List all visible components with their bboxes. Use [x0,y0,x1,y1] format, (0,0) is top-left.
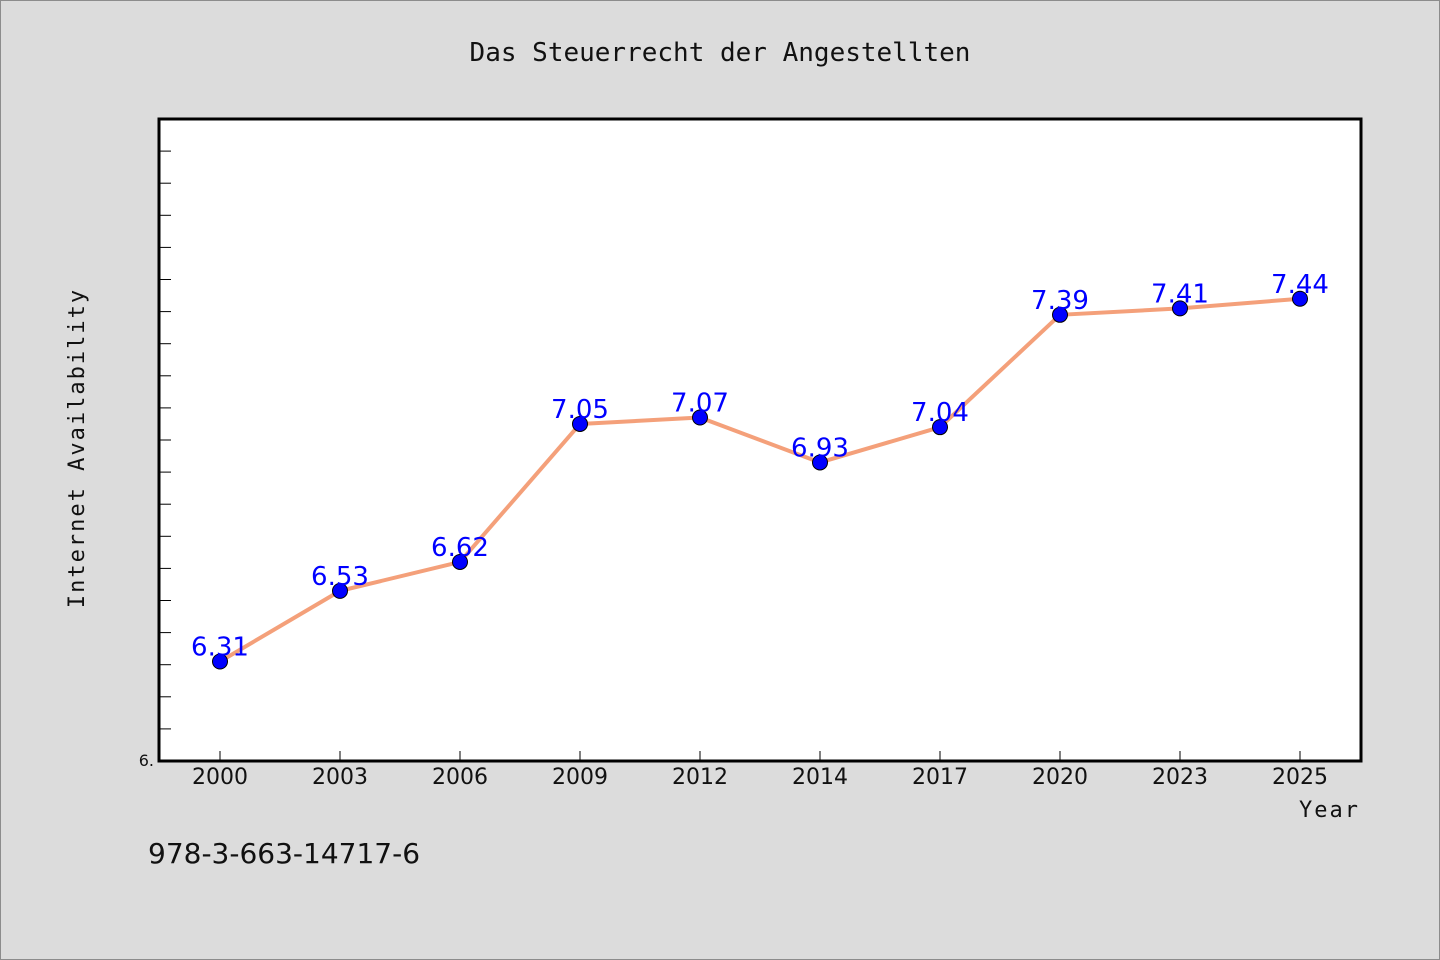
data-label: 7.41 [1151,279,1209,309]
x-tick-label: 2017 [912,765,968,790]
data-label: 7.07 [671,389,729,419]
chart-title: Das Steuerrecht der Angestellten [470,38,971,68]
data-label: 7.04 [911,398,969,428]
x-tick-label: 2020 [1032,765,1088,790]
series-line-group: 6.31 6.53 6.62 7.05 7.07 6.93 7.04 7.39 7.41 7.44 [191,270,1329,670]
y-axis-ticks [159,150,171,730]
data-label: 6.31 [191,632,249,662]
data-point [572,415,588,432]
data-point [692,409,708,426]
data-label: 6.93 [791,433,849,463]
data-point [1172,300,1188,317]
data-point [332,582,348,599]
x-tick-label: 2023 [1152,765,1208,790]
data-point [1052,306,1068,323]
plot-area [157,117,1363,763]
data-point [812,454,828,471]
x-tick-label: 2025 [1272,765,1328,790]
data-label: 6.53 [311,562,369,592]
series-line [218,296,1301,664]
data-label: 7.44 [1271,270,1329,300]
x-tick-label: 2003 [312,765,368,790]
data-point [1292,290,1308,307]
y-tick-label: 6. [139,751,154,770]
x-tick-label: 2012 [672,765,728,790]
data-label: 7.39 [1031,286,1089,316]
data-point [932,419,948,436]
x-tick-label: 2014 [792,765,848,790]
data-point [212,653,228,670]
x-axis-label: Year [1299,798,1360,823]
y-axis-label: Internet Availability [65,288,90,608]
data-label: 6.62 [431,533,489,563]
x-tick-label: 2009 [552,765,608,790]
x-tick-label: 2000 [192,765,248,790]
data-point [452,553,468,570]
data-label: 7.05 [551,395,609,425]
isbn-caption: 978-3-663-14717-6 [148,837,420,870]
x-tick-label: 2006 [432,765,488,790]
x-axis-ticks: 2000 2003 2006 2009 2012 2014 2017 2020 2023 2025 [192,751,1328,790]
